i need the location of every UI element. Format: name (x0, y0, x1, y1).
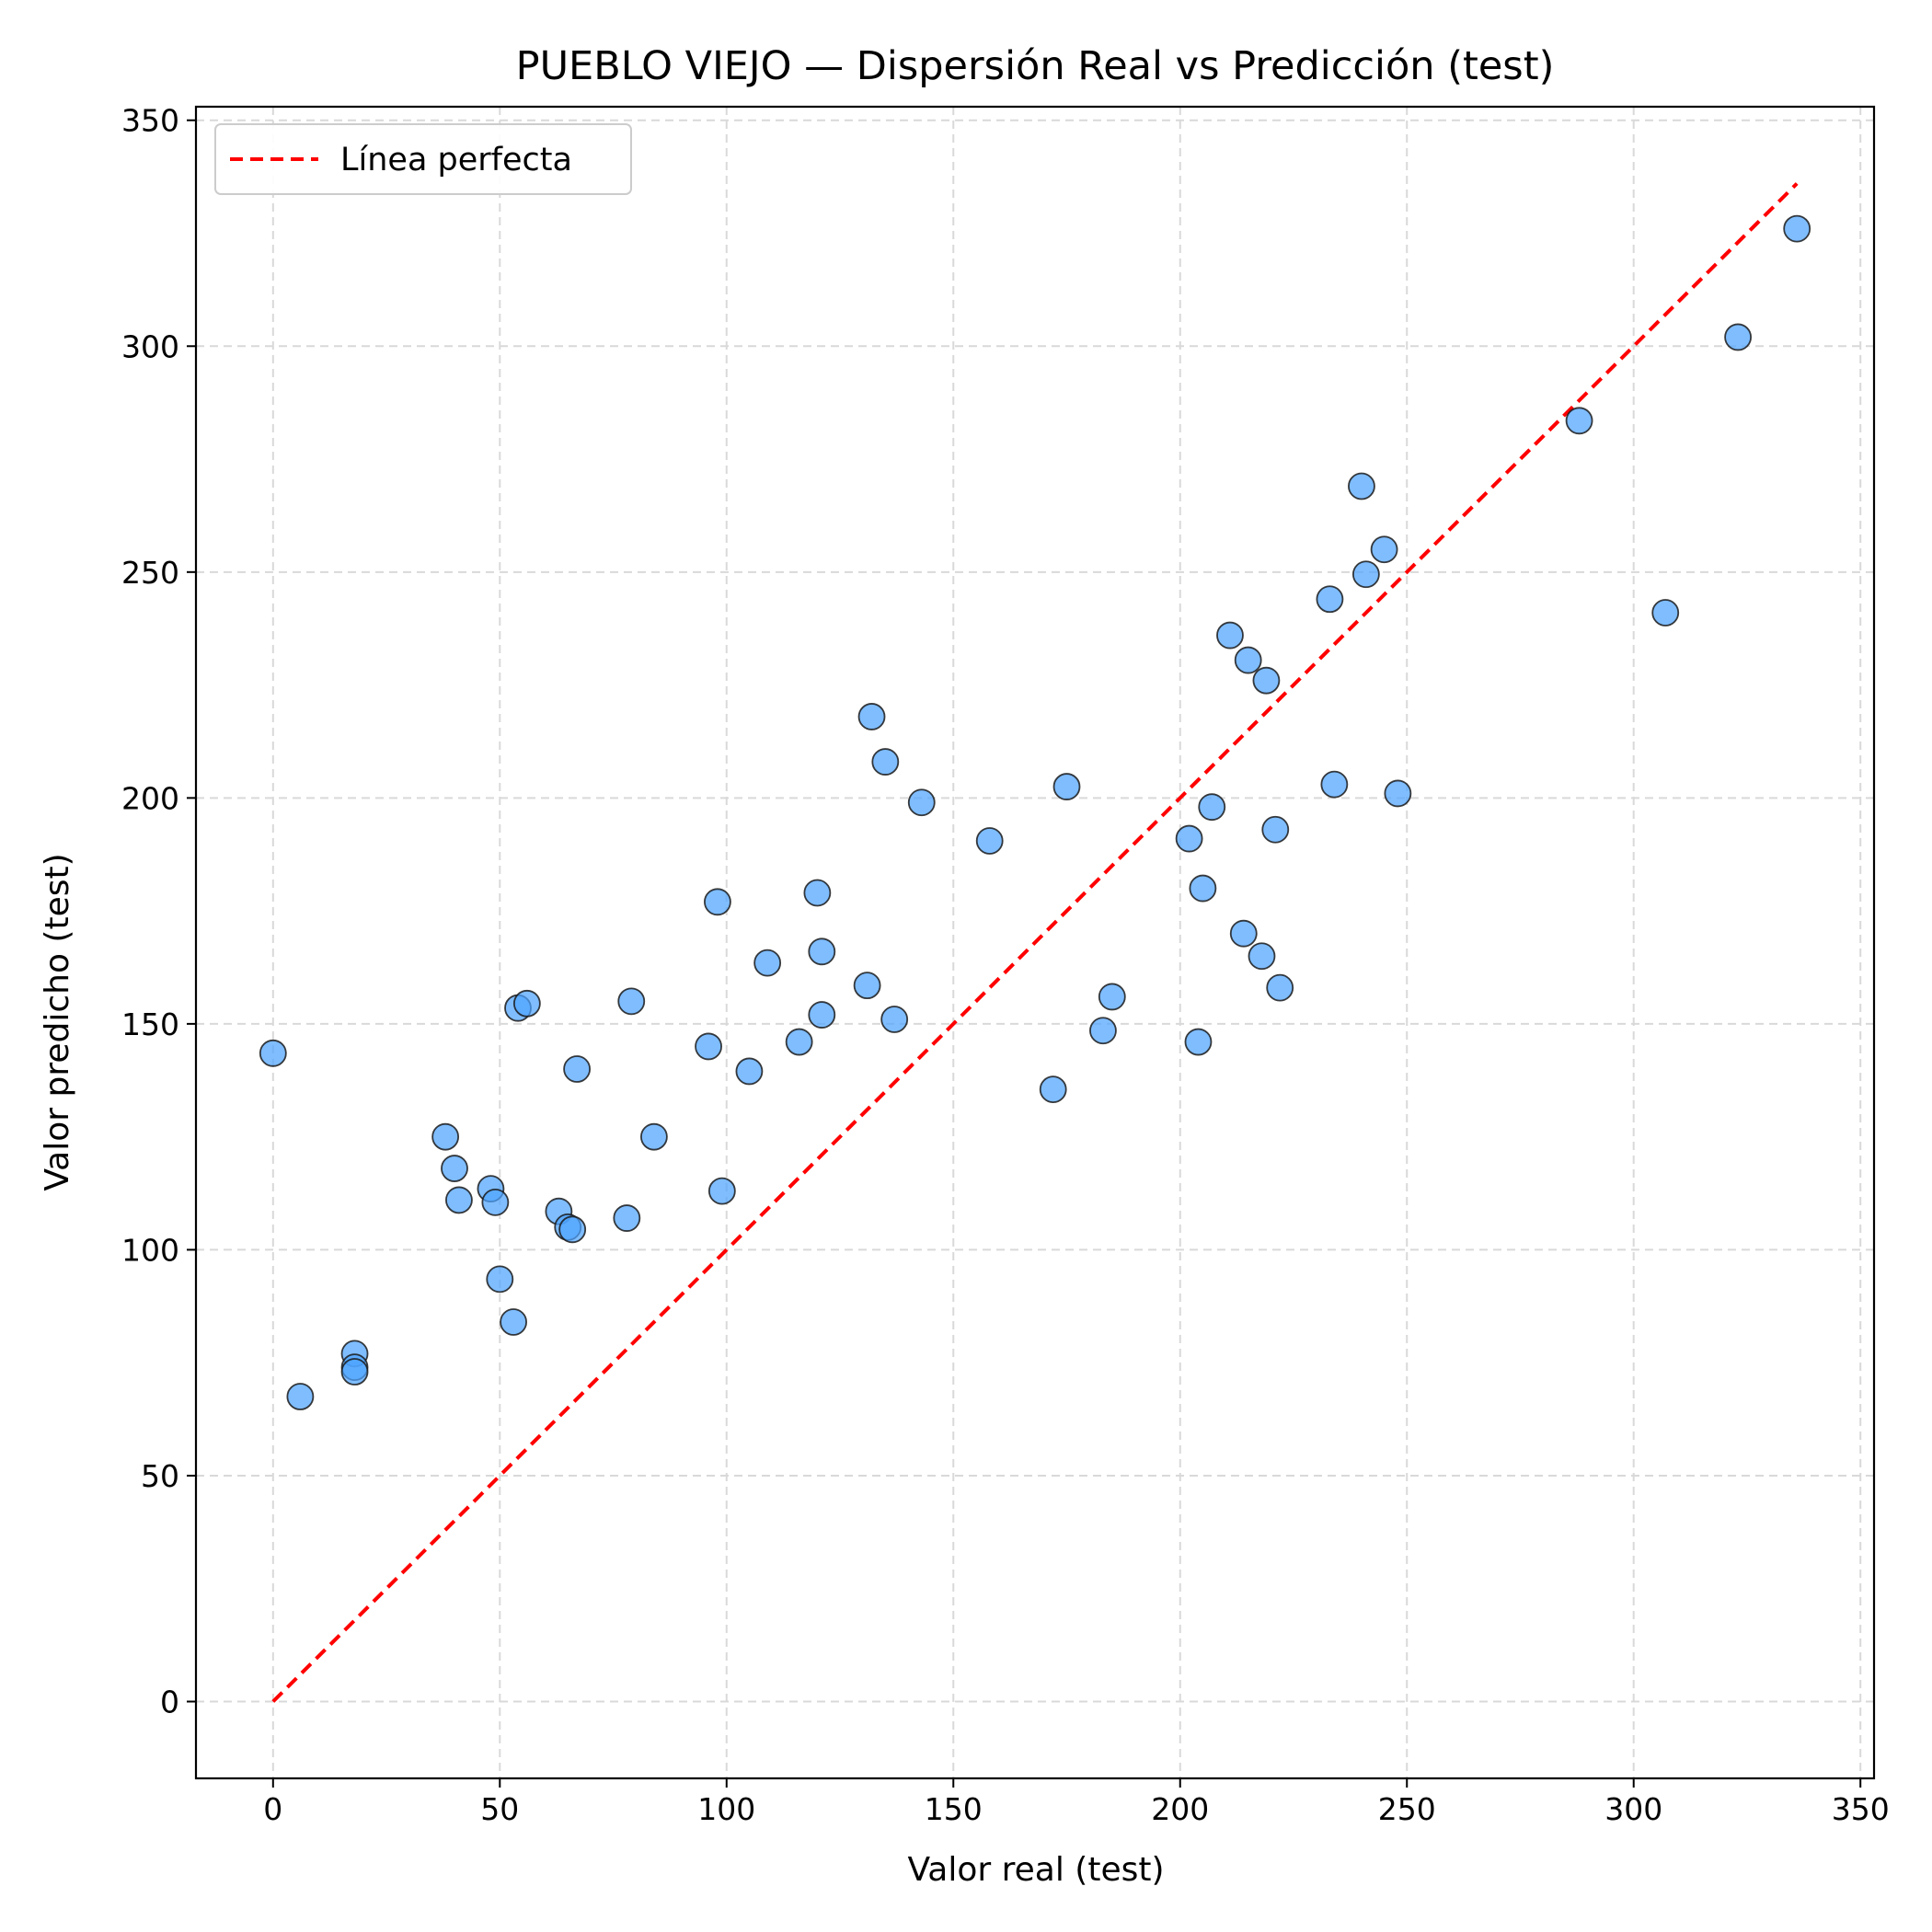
scatter-point (808, 937, 836, 966)
scatter-point (808, 1001, 836, 1029)
scatter-point (613, 1204, 641, 1232)
scatter-point (975, 827, 1004, 855)
scatter-point (340, 1358, 369, 1386)
scatter-point (1248, 942, 1276, 971)
axis-ticks: 0 50 100 150 200 250 300 350 0 50 100 150 200 250 300 3… (121, 103, 1890, 1827)
scatter-point (735, 1057, 764, 1086)
scatter-point (1351, 560, 1380, 589)
scatter-point (1724, 323, 1753, 351)
scatter-point (1348, 472, 1375, 500)
x-axis-title: Valor real (test) (907, 1851, 1164, 1889)
legend: Línea perfecta (214, 123, 632, 195)
scatter-point (1252, 666, 1281, 695)
y-tick-label: 100 (121, 1232, 179, 1268)
scatter-point (1651, 599, 1680, 627)
scatter-point (640, 1122, 668, 1151)
scatter-point (563, 1055, 591, 1083)
scatter-point (445, 1186, 473, 1214)
scatter-point (1565, 407, 1593, 435)
x-tick-label: 300 (1604, 1791, 1662, 1827)
chart-title: PUEBLO VIEJO — Dispersión Real vs Predic… (516, 43, 1555, 89)
grid (196, 107, 1874, 1778)
scatter-point (486, 1265, 514, 1294)
y-tick-label: 0 (160, 1685, 179, 1720)
perfect-line (271, 182, 1799, 1703)
x-tick-label: 150 (925, 1791, 983, 1827)
scatter-point (1039, 1075, 1067, 1104)
scatter-point (871, 748, 900, 776)
scatter-point (558, 1215, 587, 1244)
x-tick-label: 250 (1378, 1791, 1436, 1827)
scatter-point (500, 1308, 527, 1336)
y-tick-label: 150 (121, 1006, 179, 1042)
scatter-point (1052, 773, 1081, 800)
scatter-point (512, 989, 541, 1018)
x-tick-label: 350 (1832, 1791, 1890, 1827)
scatter-point (286, 1383, 315, 1410)
scatter-point (1783, 214, 1811, 243)
scatter-point (1316, 585, 1344, 614)
scatter-point (1198, 793, 1226, 822)
x-tick-label: 100 (697, 1791, 755, 1827)
scatter-point (481, 1188, 510, 1216)
scatter-point (707, 1177, 736, 1205)
scatter-point (1216, 621, 1244, 650)
scatter-point (1098, 983, 1126, 1011)
scatter-point (695, 1032, 722, 1061)
scatter-point (1175, 824, 1203, 853)
x-tick-label: 0 (263, 1791, 282, 1827)
legend-label: Línea perfecta (340, 142, 572, 178)
scatter-point (1261, 815, 1290, 844)
y-tick-label: 350 (121, 103, 179, 139)
scatter-points (259, 214, 1811, 1410)
scatter-point (753, 949, 782, 977)
scatter-point (1384, 779, 1412, 808)
y-axis-title: Valor predicho (test) (39, 853, 76, 1190)
y-tick-label: 300 (121, 328, 179, 364)
scatter-point (1184, 1028, 1213, 1056)
scatter-point (704, 888, 731, 916)
scatter-point (907, 788, 936, 817)
scatter-point (1266, 973, 1294, 1002)
scatter-point (1320, 770, 1349, 799)
scatter-point (853, 972, 881, 1000)
scatter-point (1234, 646, 1262, 674)
scatter-point (1229, 919, 1258, 948)
plot-frame (194, 105, 1876, 1780)
scatter-point (617, 987, 646, 1016)
y-tick-label: 200 (121, 780, 179, 816)
scatter-point (259, 1039, 287, 1067)
scatter-point (857, 703, 886, 730)
x-tick-label: 50 (480, 1791, 519, 1827)
scatter-point (431, 1122, 460, 1151)
legend-box (214, 123, 632, 195)
scatter-point (785, 1028, 813, 1056)
scatter-point (1370, 535, 1398, 564)
scatter-point (803, 879, 832, 907)
scatter-point (880, 1006, 909, 1033)
y-tick-label: 250 (121, 555, 179, 591)
scatter-point (1089, 1017, 1117, 1045)
y-tick-label: 50 (141, 1458, 179, 1494)
scatter-point (441, 1155, 468, 1182)
scatter-point (1189, 874, 1217, 903)
x-tick-label: 200 (1151, 1791, 1209, 1827)
